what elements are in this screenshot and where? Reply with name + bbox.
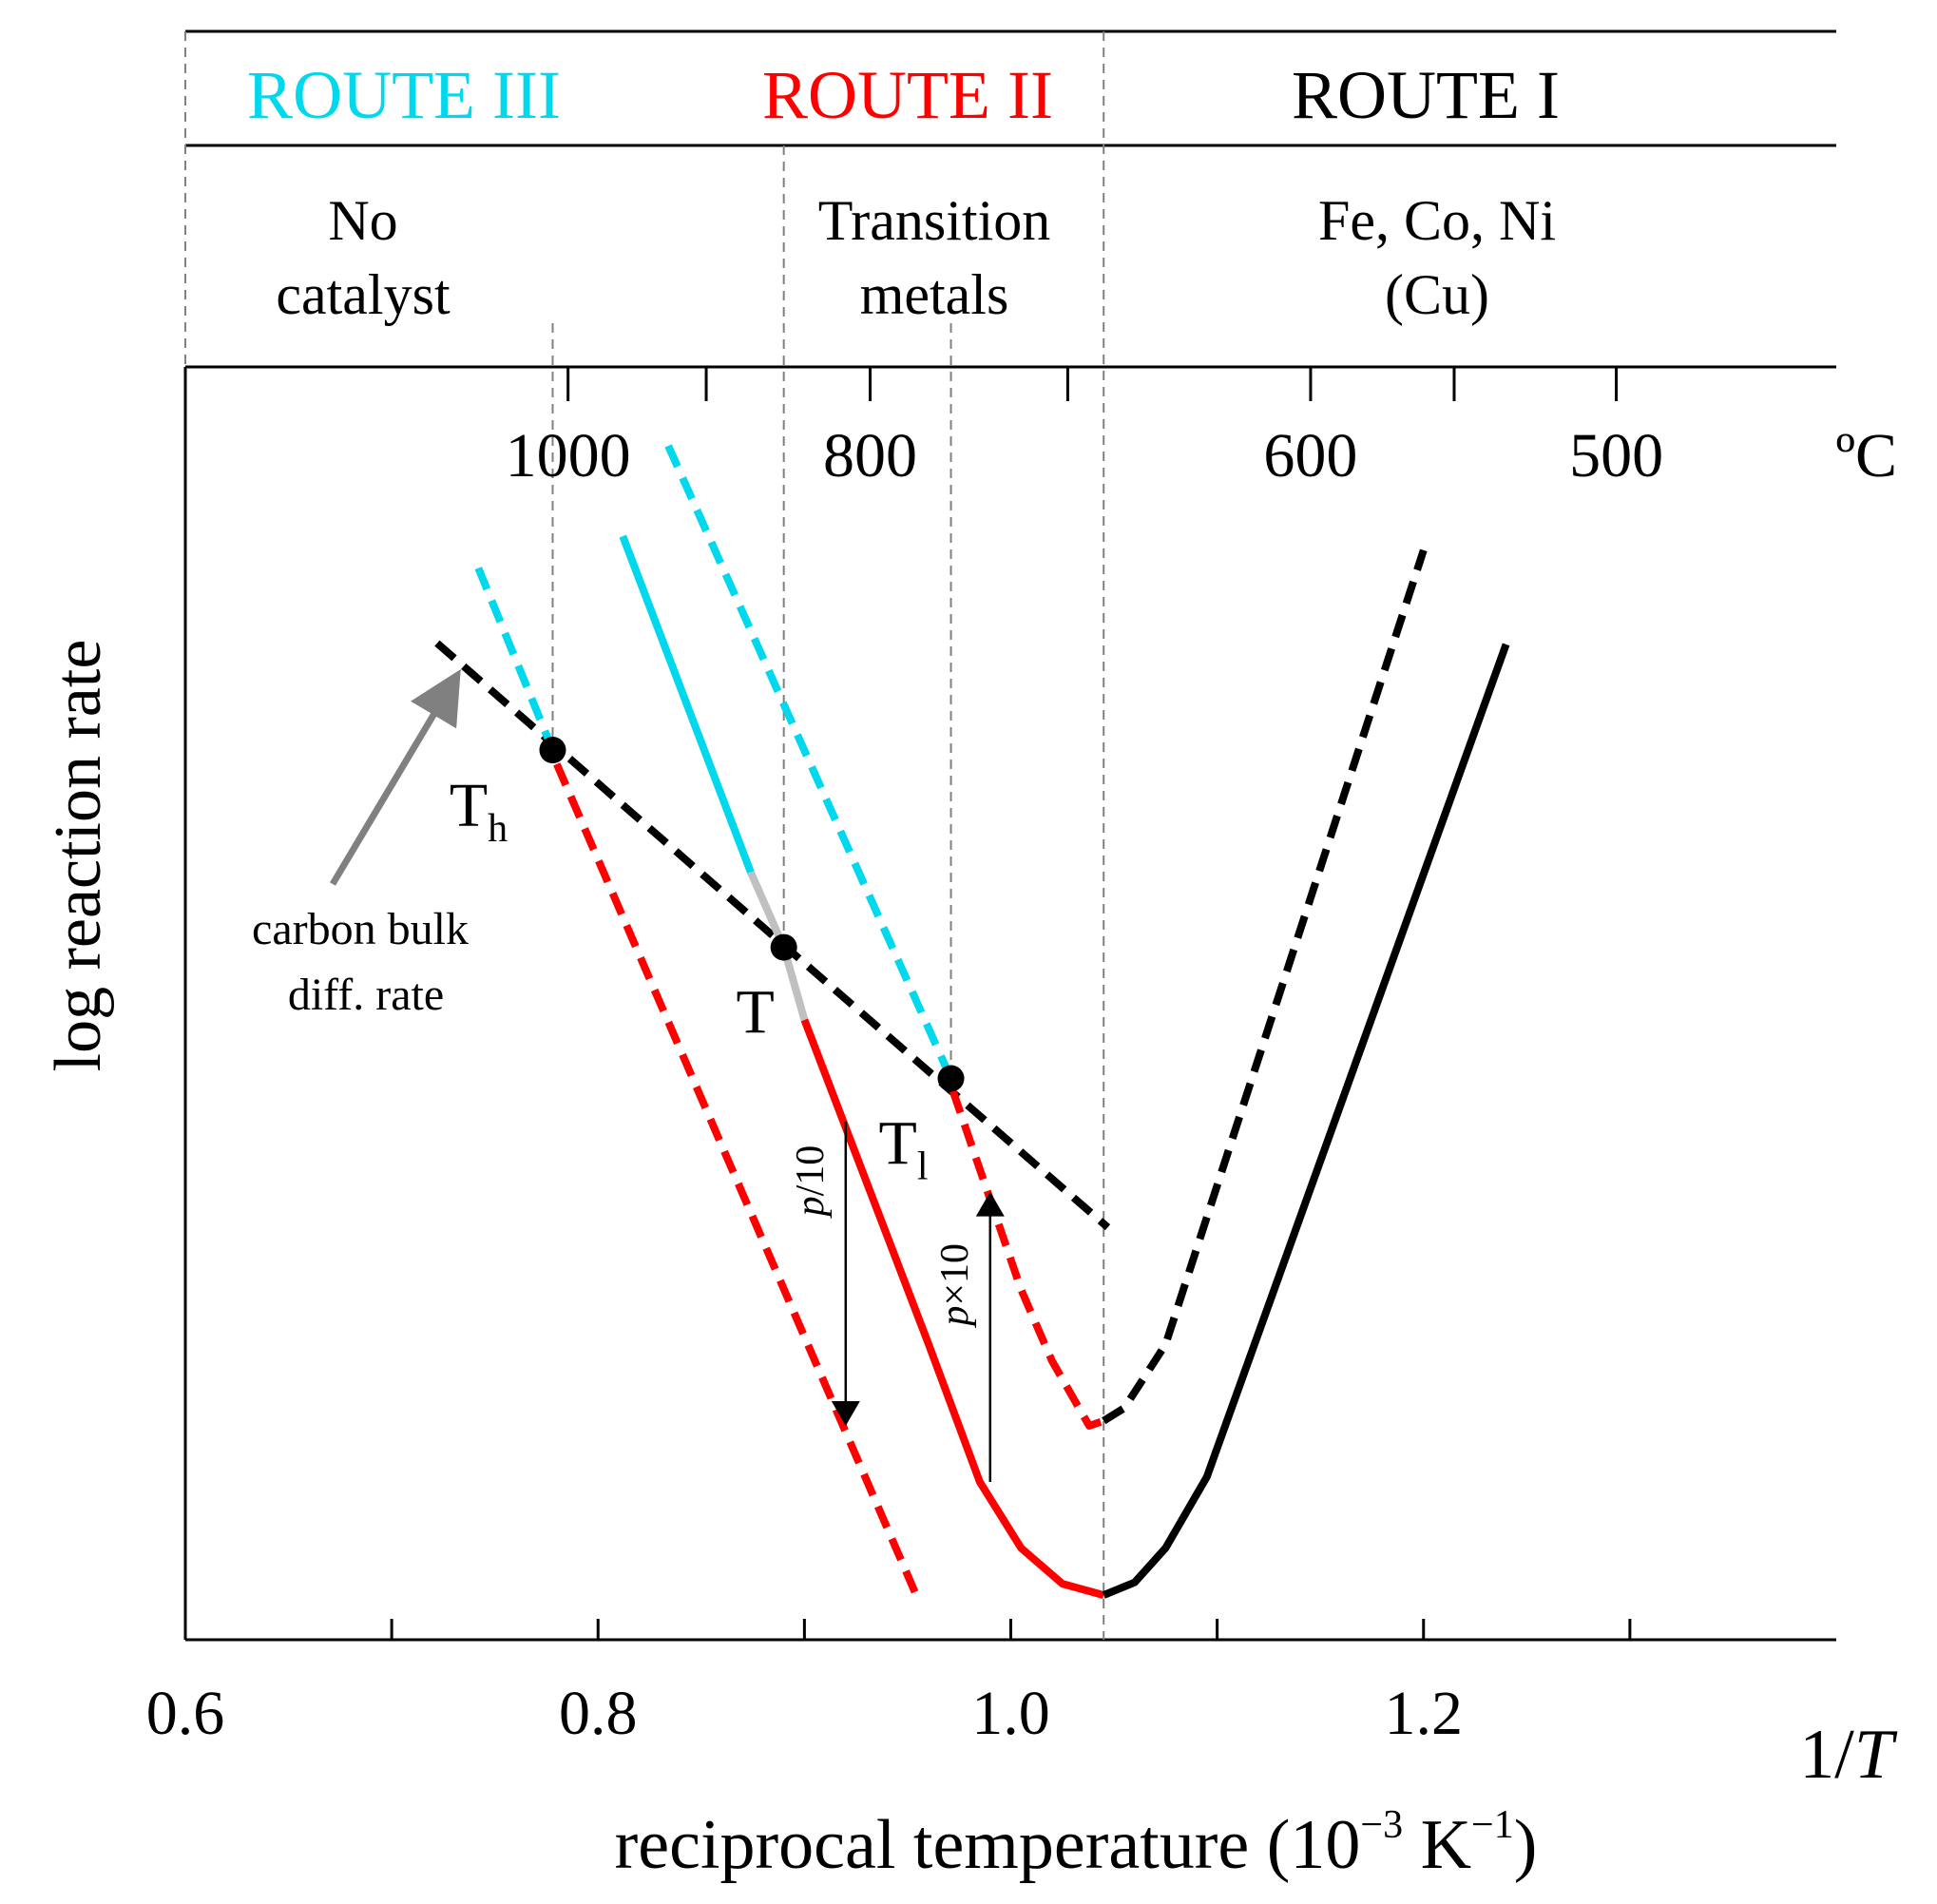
x-tick-label-0-6: 0.6 [146,1679,225,1748]
x-tick-label-1-2: 1.2 [1385,1679,1464,1748]
series-route-iii-middle [619,534,755,875]
regime-label-3-line-1: Fe, Co, Ni [1318,189,1556,252]
regime-label-1-line-2: catalyst [276,263,451,326]
series-route-ii-at-p-10 [949,1089,1105,1430]
route-label-route-iii: ROUTE III [247,57,561,133]
pressure-up-label-var: p [933,1306,977,1329]
x-tick-label-0-8: 0.8 [559,1679,638,1748]
marker-tmid-label-main: T [736,978,774,1048]
pressure-down-label-rest: /10 [789,1145,833,1197]
route-label-route-ii: ROUTE II [762,57,1053,133]
pressure-arrows: p/10p×10 [789,1122,1005,1482]
x-symbol-var: T [1854,1716,1898,1794]
series-route-i [1102,643,1510,1599]
axis-ticks: 0.6 0.8 1.0 1.2 1000 800 600 500 ºC [146,367,1897,1748]
y-axis-label: log reaction rate [42,640,115,1072]
x-label-close: ) [1514,1806,1538,1884]
pressure-down-label: p/10 [789,1145,833,1220]
x-label-unit: K [1403,1806,1471,1884]
x-label-exp-1: −3 [1360,1803,1403,1847]
x-symbol-label: 1/T [1799,1716,1898,1794]
marker-tl-label-main: T [879,1109,917,1179]
marker-tl-label-sub: l [917,1145,929,1189]
pressure-down-label-var: p [789,1196,833,1219]
pressure-up-arrow-head [975,1191,1005,1217]
celsius-tick-label-800: 800 [823,421,917,490]
x-tick-label-1-0: 1.0 [971,1679,1050,1748]
regime-label-2-line-1: Transition [818,189,1051,252]
pressure-down-arrow-head [831,1401,860,1427]
x-axis-label: reciprocal temperature (10−3 K−1) [615,1803,1538,1884]
x-label-exp-2: −1 [1471,1803,1514,1847]
series-route-ii-at-p-10 [553,762,922,1601]
marker-th-label-sub: h [488,807,508,851]
series-route-i-at-p-10 [1102,548,1428,1425]
marker-tmid-label: T [736,978,774,1048]
diffusion-rate-label: carbon bulk diff. rate [252,904,480,1020]
series-route-iii-low [664,444,955,1081]
regime-label-3-line-2: (Cu) [1385,263,1489,326]
x-symbol-num: 1/ [1799,1716,1854,1794]
route-label-route-i: ROUTE I [1292,57,1560,133]
diffusion-label-line-2: diff. rate [288,970,444,1020]
marker-tl-point [937,1065,965,1092]
annotations: carbon bulk diff. rate p/10p×10 [252,668,1005,1482]
marker-th-label: Th [450,771,508,851]
celsius-unit-label: ºC [1836,421,1898,490]
regime-label-1-line-1: No [328,189,397,252]
series-route-iii-high [474,567,557,752]
celsius-tick-label-1000: 1000 [506,421,631,490]
pressure-up-label-rest: ×10 [933,1243,977,1306]
regime-label-2-line-2: metals [860,263,1009,326]
diffusion-label-line-1: carbon bulk [252,904,469,954]
celsius-tick-label-600: 600 [1263,421,1357,490]
series-route-ii [800,1018,1105,1599]
x-label-main: reciprocal temperature (10 [615,1806,1361,1884]
rate-curves [434,444,1510,1601]
marker-tl-label: Tl [879,1109,929,1189]
diffusion-rate-arrow [329,668,461,886]
celsius-tick-label-500: 500 [1569,421,1663,490]
route-header: ROUTE III ROUTE II ROUTE I No catalyst Transi… [247,57,1560,326]
pressure-up-label: p×10 [933,1243,977,1329]
marker-th-label-main: T [450,771,488,840]
series-route-iii-middle-transition [747,870,788,950]
series-carbon-bulk-diffusion-rate [434,640,1111,1231]
marker-tmid-point [770,933,797,961]
marker-th-point [539,737,566,764]
regime-boundaries [184,31,1105,1640]
